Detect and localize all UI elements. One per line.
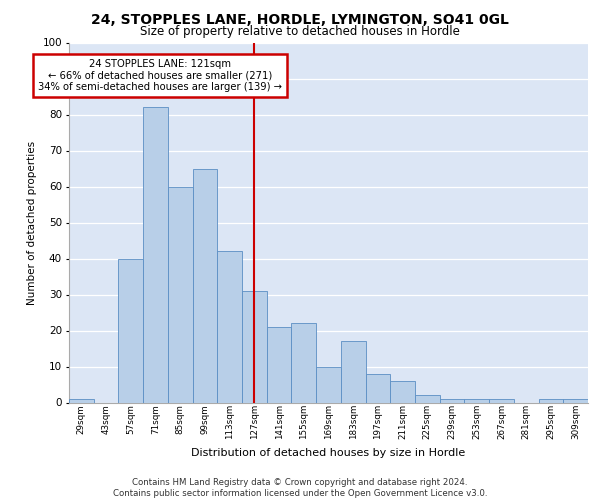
Bar <box>440 399 464 402</box>
Bar <box>143 108 168 403</box>
Bar <box>365 374 390 402</box>
Bar <box>292 324 316 402</box>
Bar <box>118 258 143 402</box>
Bar <box>341 342 365 402</box>
Bar <box>193 168 217 402</box>
Bar <box>390 381 415 402</box>
Bar <box>168 186 193 402</box>
Bar <box>267 327 292 402</box>
Bar <box>316 366 341 402</box>
Bar <box>242 291 267 403</box>
Bar <box>464 399 489 402</box>
Bar <box>69 399 94 402</box>
Text: Size of property relative to detached houses in Hordle: Size of property relative to detached ho… <box>140 25 460 38</box>
Text: 24 STOPPLES LANE: 121sqm
← 66% of detached houses are smaller (271)
34% of semi-: 24 STOPPLES LANE: 121sqm ← 66% of detach… <box>38 58 283 92</box>
Text: Contains HM Land Registry data © Crown copyright and database right 2024.
Contai: Contains HM Land Registry data © Crown c… <box>113 478 487 498</box>
Bar <box>489 399 514 402</box>
Bar <box>217 252 242 402</box>
Bar <box>539 399 563 402</box>
Y-axis label: Number of detached properties: Number of detached properties <box>27 140 37 304</box>
X-axis label: Distribution of detached houses by size in Hordle: Distribution of detached houses by size … <box>191 448 466 458</box>
Text: 24, STOPPLES LANE, HORDLE, LYMINGTON, SO41 0GL: 24, STOPPLES LANE, HORDLE, LYMINGTON, SO… <box>91 12 509 26</box>
Bar <box>415 396 440 402</box>
Bar <box>563 399 588 402</box>
